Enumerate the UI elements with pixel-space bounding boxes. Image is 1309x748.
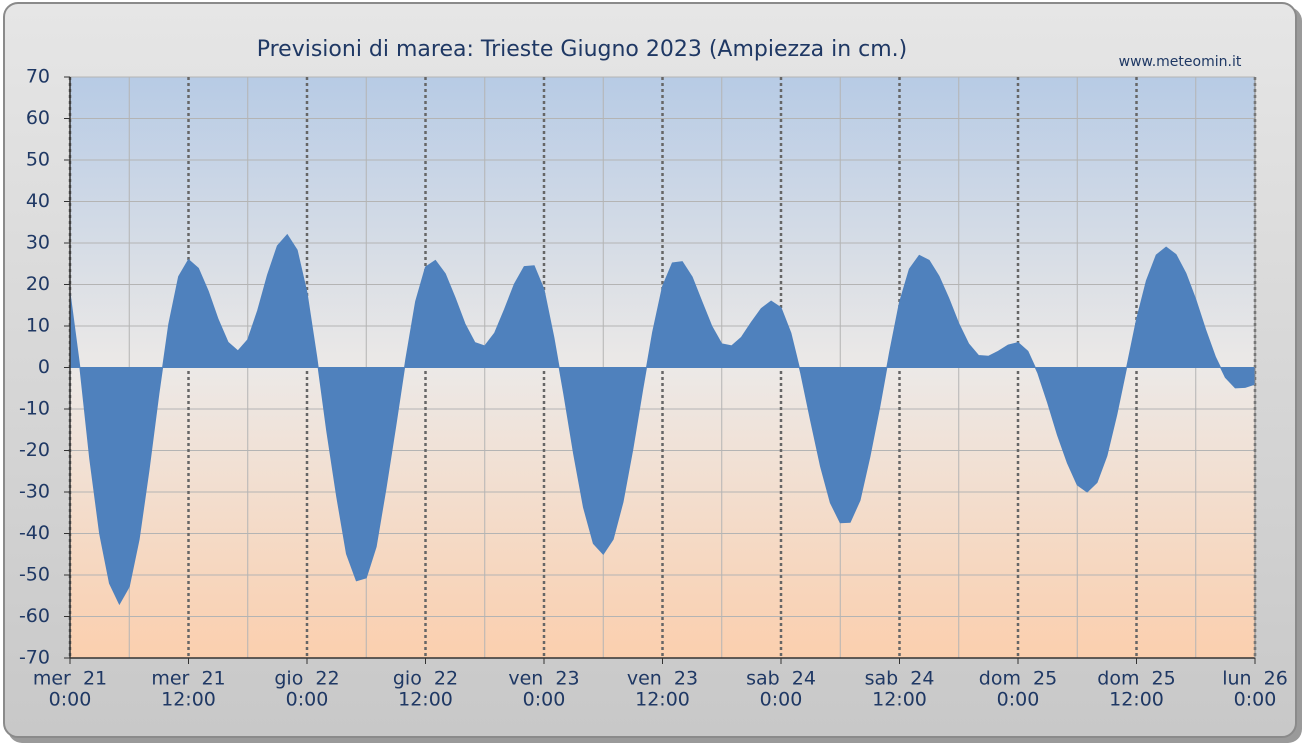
- x-tick-label: 12:00: [1109, 689, 1164, 711]
- y-tick-label: 10: [26, 315, 50, 337]
- x-tick-label: 0:00: [997, 689, 1040, 711]
- y-tick-label: -60: [19, 605, 50, 627]
- x-tick-label: dom 25: [1097, 668, 1175, 690]
- axes: -70 -60 -50 -40 -30 -20 -10 0 10 20 30 40 50 60 70 mer …: [19, 66, 1288, 711]
- x-tick-label: mer 21: [151, 668, 225, 690]
- x-tick-label: lun 26: [1222, 668, 1288, 690]
- y-tick-label: 70: [26, 66, 50, 88]
- y-tick-label: 30: [26, 232, 50, 254]
- area: [69, 233, 1256, 606]
- y-tick-label: 0: [38, 356, 50, 378]
- y-tick-label: -50: [19, 564, 50, 586]
- x-tick-label: mer 21: [33, 668, 107, 690]
- x-tick-label: 0:00: [1234, 689, 1277, 711]
- x-tick-label: sab 24: [865, 668, 935, 690]
- y-tick-label: -70: [19, 647, 50, 669]
- chart-title: Previsioni di marea: Trieste Giugno 2023…: [257, 37, 908, 62]
- x-tick-label: ven 23: [508, 668, 579, 690]
- x-tick-label: ven 23: [627, 668, 698, 690]
- source: www.meteomin.it: [1119, 54, 1242, 70]
- x-tick-label: 12:00: [872, 689, 927, 711]
- x-tick-label: 12:00: [161, 689, 216, 711]
- marks: [69, 233, 1256, 606]
- y-tick-label: 40: [26, 190, 50, 212]
- y-tick-label: -20: [19, 439, 50, 461]
- y-tick-label: -10: [19, 398, 50, 420]
- x-tick-label: 12:00: [635, 689, 690, 711]
- y-tick-label: 60: [26, 107, 50, 129]
- x-tick-label: 12:00: [398, 689, 453, 711]
- y-tick-label: 50: [26, 149, 50, 171]
- x-tick-label: 0:00: [286, 689, 329, 711]
- x-tick-label: sab 24: [746, 668, 816, 690]
- y-tick-label: -40: [19, 522, 50, 544]
- x-tick-label: gio 22: [393, 668, 458, 690]
- x-tick-label: dom 25: [979, 668, 1057, 690]
- x-tick-label: 0:00: [760, 689, 803, 711]
- x-tick-label: gio 22: [274, 668, 339, 690]
- x-tick-label: 0:00: [523, 689, 566, 711]
- y-tick-label: -30: [19, 481, 50, 503]
- y-tick-label: 20: [26, 273, 50, 295]
- x-tick-label: 0:00: [49, 689, 92, 711]
